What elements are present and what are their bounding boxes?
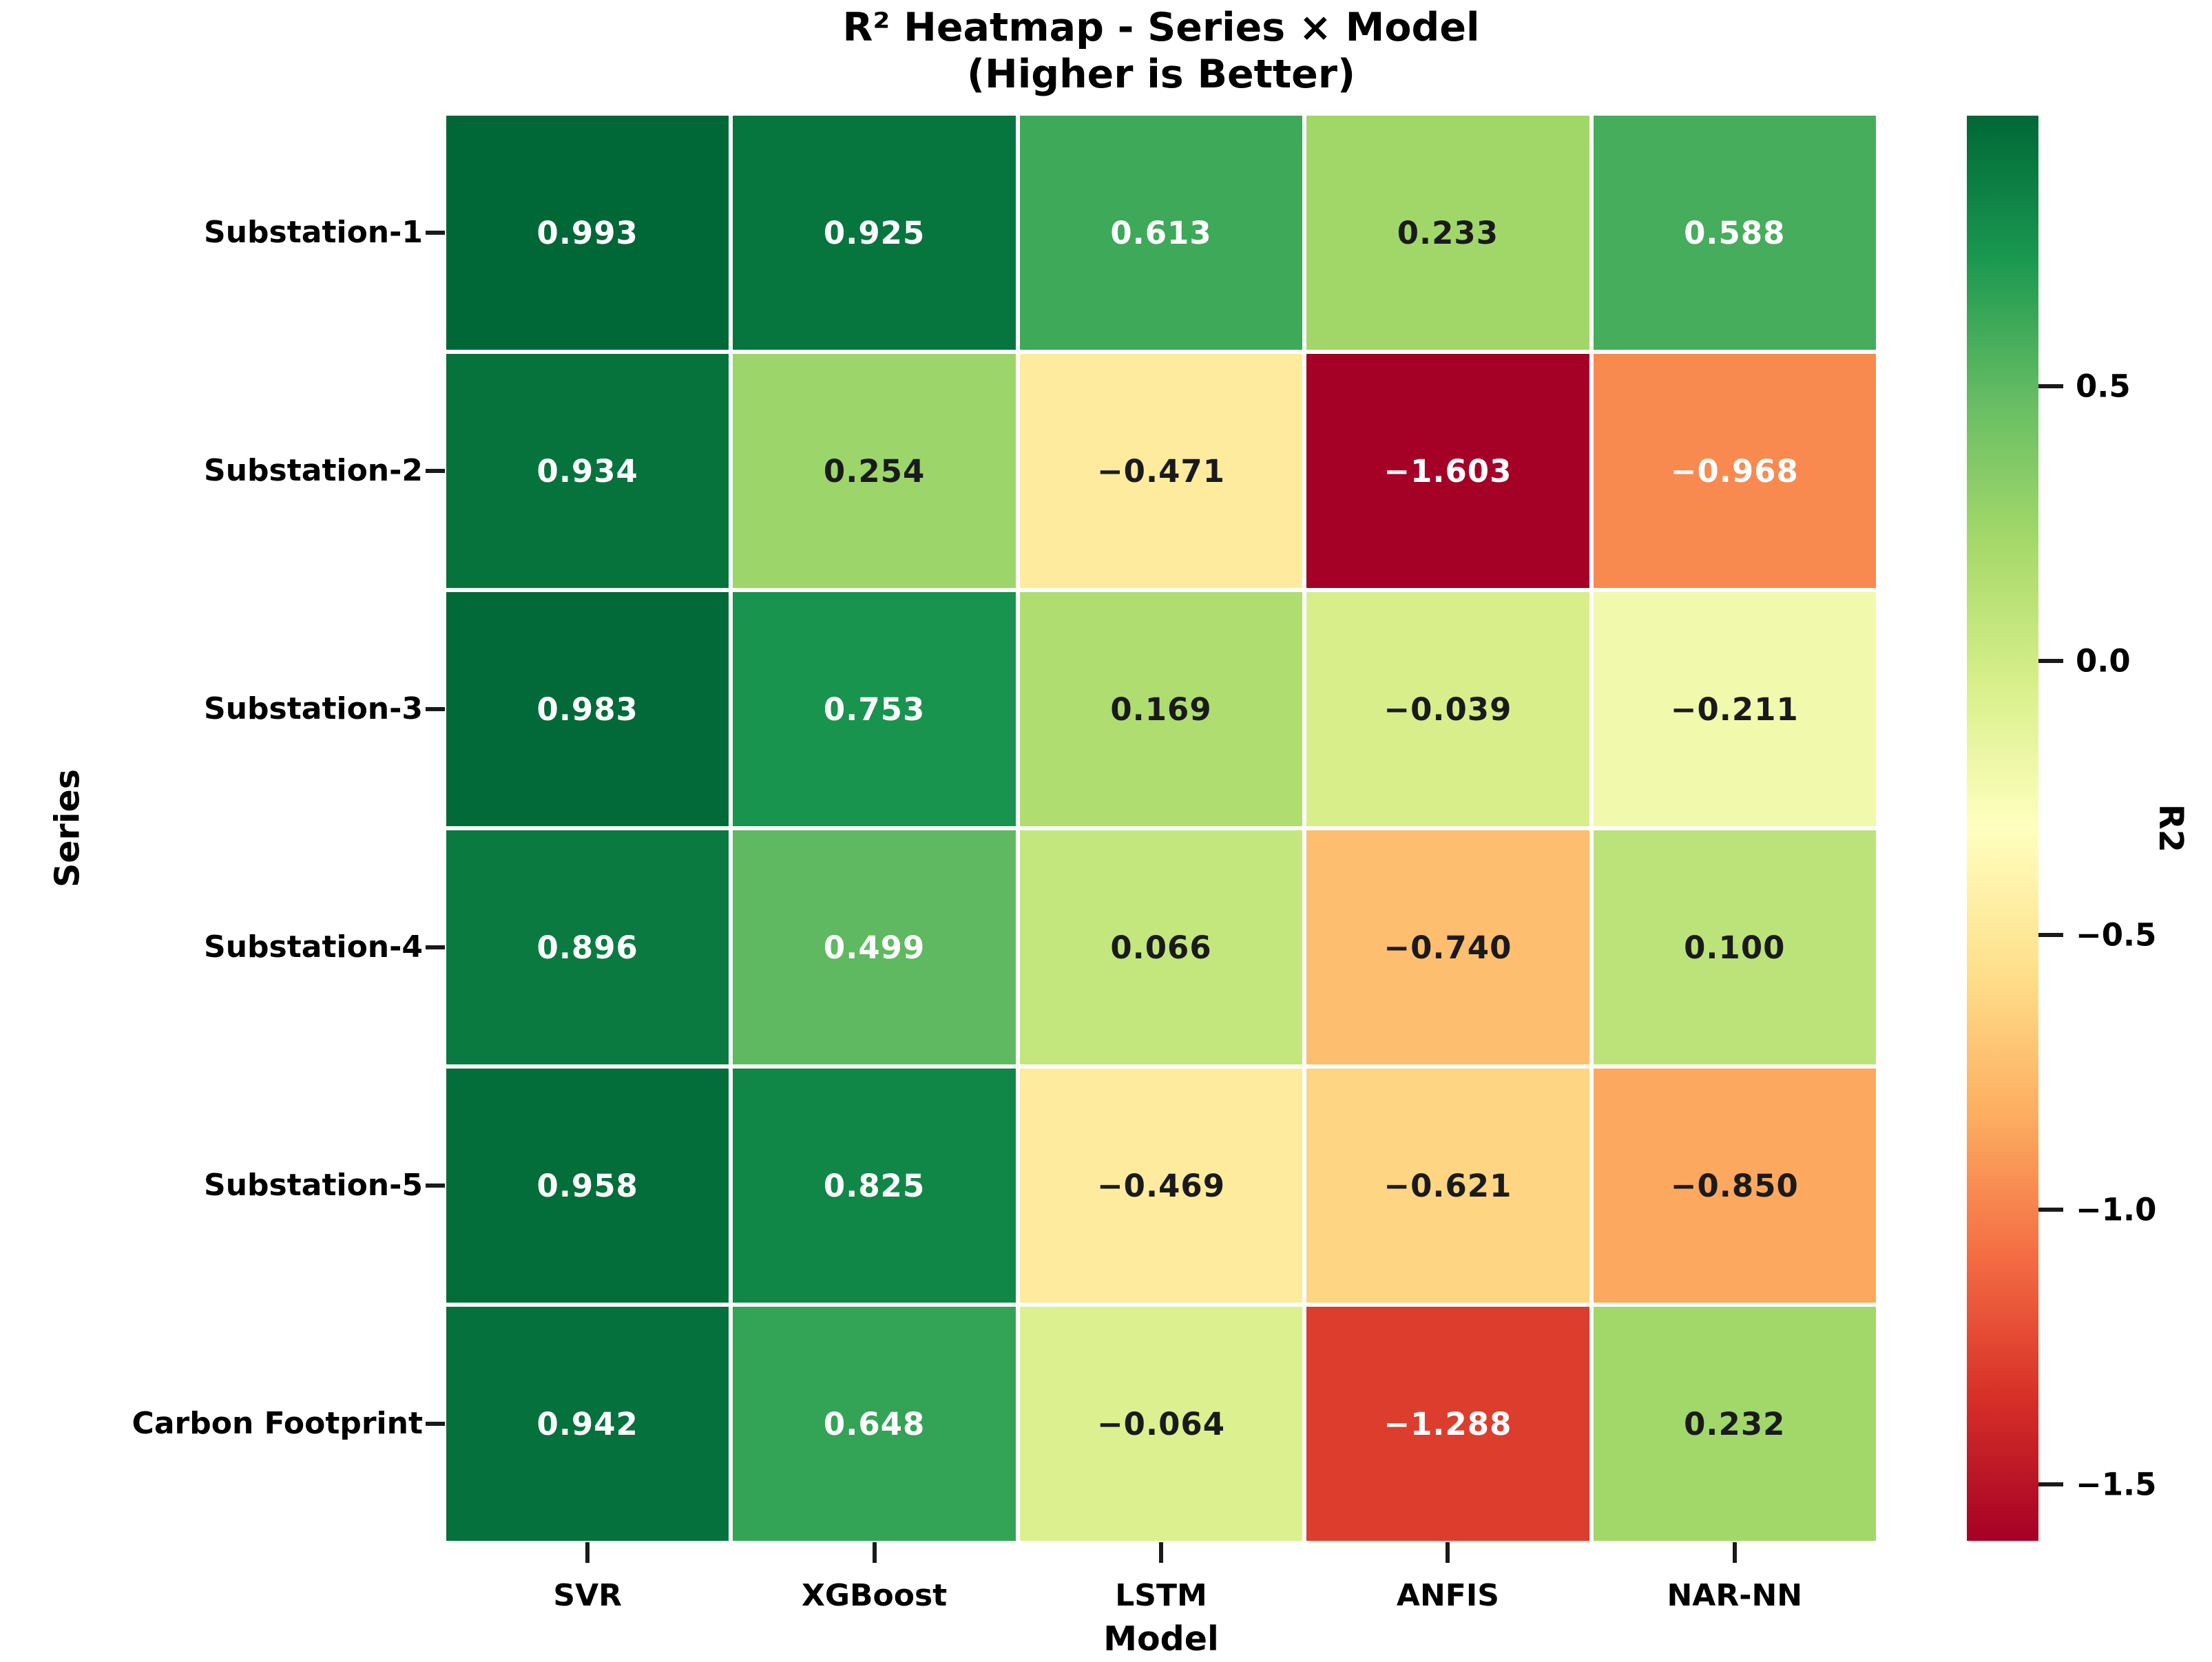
heatmap-cell: −1.603 <box>1306 354 1589 588</box>
x-tick-mark <box>585 1542 590 1563</box>
x-tick-label: ANFIS <box>1396 1578 1499 1613</box>
x-tick-label: XGBoost <box>801 1578 948 1613</box>
y-tick-label: Substation-3 <box>204 691 423 726</box>
heatmap-cell: 0.925 <box>733 116 1016 350</box>
heatmap-cell: 0.753 <box>733 592 1016 826</box>
colorbar-tick-mark <box>2038 1482 2063 1486</box>
heatmap-cell: 0.066 <box>1019 830 1303 1064</box>
colorbar-tick-label: −0.5 <box>2076 916 2157 954</box>
heatmap-cell: 0.934 <box>446 354 729 588</box>
heatmap-cell: 0.254 <box>733 354 1016 588</box>
heatmap-cell: 0.100 <box>1593 830 1876 1064</box>
colorbar-tick-label: 0.5 <box>2076 368 2131 405</box>
y-tick-label: Substation-2 <box>204 453 423 488</box>
x-tick-label: LSTM <box>1115 1578 1207 1613</box>
heatmap-cell: −0.039 <box>1306 592 1589 826</box>
heatmap-cell: 0.169 <box>1019 592 1303 826</box>
heatmap-cell: −0.064 <box>1019 1307 1303 1541</box>
x-axis-label: Model <box>1103 1619 1219 1659</box>
y-tick-label: Carbon Footprint <box>132 1406 423 1441</box>
y-tick-mark <box>426 469 445 473</box>
heatmap-cell: 0.993 <box>446 116 729 350</box>
heatmap-cell: −0.471 <box>1019 354 1303 588</box>
heatmap-cell: 0.232 <box>1593 1307 1876 1541</box>
heatmap-cell: −0.469 <box>1019 1069 1303 1303</box>
y-tick-mark <box>426 945 445 949</box>
heatmap-cell: 0.896 <box>446 830 729 1064</box>
x-tick-mark <box>872 1542 877 1563</box>
heatmap-cell: 0.825 <box>733 1069 1016 1303</box>
heatmap-cell: −0.621 <box>1306 1069 1589 1303</box>
heatmap-cell: 0.648 <box>733 1307 1016 1541</box>
heatmap-cell: −1.288 <box>1306 1307 1589 1541</box>
heatmap-cell: 0.942 <box>446 1307 729 1541</box>
x-tick-mark <box>1732 1542 1737 1563</box>
y-tick-mark <box>426 1422 445 1426</box>
y-tick-label: Substation-5 <box>204 1168 423 1203</box>
heatmap-cell: 0.499 <box>733 830 1016 1064</box>
colorbar-tick-mark <box>2038 933 2063 938</box>
heatmap-cell: −0.968 <box>1593 354 1876 588</box>
colorbar-axis-label: R2 <box>2151 803 2190 853</box>
colorbar-tick-mark <box>2038 1208 2063 1212</box>
x-tick-label: SVR <box>553 1578 622 1613</box>
chart-title-line1: R² Heatmap - Series × Model <box>842 5 1480 50</box>
colorbar <box>1967 116 2038 1541</box>
y-tick-mark <box>426 231 445 235</box>
colorbar-tick-label: −1.0 <box>2076 1191 2157 1228</box>
x-tick-mark <box>1446 1542 1450 1563</box>
x-tick-label: NAR-NN <box>1667 1578 1803 1613</box>
heatmap-cell: 0.983 <box>446 592 729 826</box>
colorbar-tick-label: 0.0 <box>2076 642 2131 680</box>
colorbar-tick-label: −1.5 <box>2076 1466 2157 1503</box>
y-tick-mark <box>426 707 445 711</box>
heatmap-cell: 0.958 <box>446 1069 729 1303</box>
y-tick-label: Substation-1 <box>204 215 423 250</box>
y-axis-label: Series <box>48 769 87 887</box>
y-tick-label: Substation-4 <box>204 929 423 965</box>
heatmap-cell: −0.740 <box>1306 830 1589 1064</box>
colorbar-tick-mark <box>2038 658 2063 663</box>
heatmap-grid: 0.993 0.925 0.613 0.233 0.588 0.934 0.254 −0.47… <box>446 116 1876 1541</box>
heatmap-cell: −0.211 <box>1593 592 1876 826</box>
x-tick-mark <box>1159 1542 1163 1563</box>
chart-title: R² Heatmap - Series × Model (Higher is B… <box>446 4 1876 98</box>
chart-title-line2: (Higher is Better) <box>966 52 1356 97</box>
heatmap-cell: 0.613 <box>1019 116 1303 350</box>
heatmap-cell: 0.588 <box>1593 116 1876 350</box>
colorbar-tick-mark <box>2038 384 2063 389</box>
y-tick-mark <box>426 1184 445 1188</box>
heatmap-cell: −0.850 <box>1593 1069 1876 1303</box>
heatmap-cell: 0.233 <box>1306 116 1589 350</box>
